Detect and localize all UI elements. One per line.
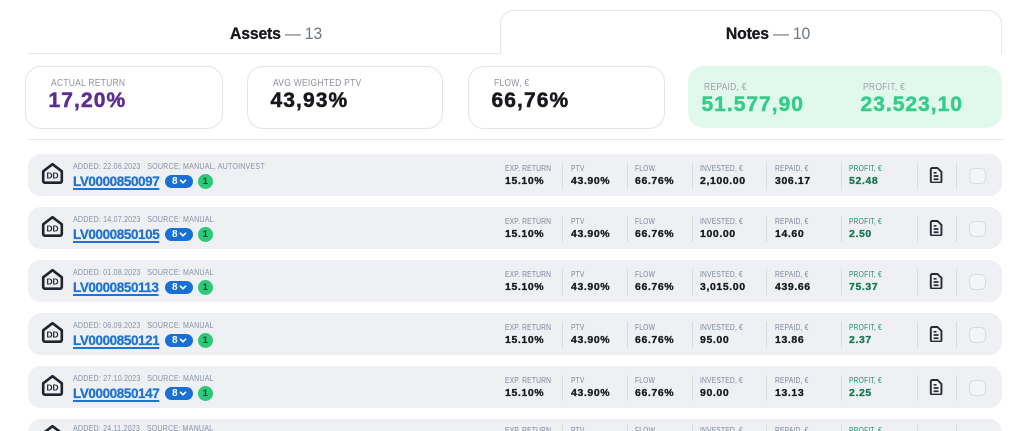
svg-text:DD: DD [46, 276, 58, 286]
svg-text:DD: DD [46, 382, 58, 392]
svg-text:DD: DD [46, 170, 58, 180]
svg-text:DD: DD [46, 223, 58, 233]
svg-text:DD: DD [46, 329, 58, 339]
